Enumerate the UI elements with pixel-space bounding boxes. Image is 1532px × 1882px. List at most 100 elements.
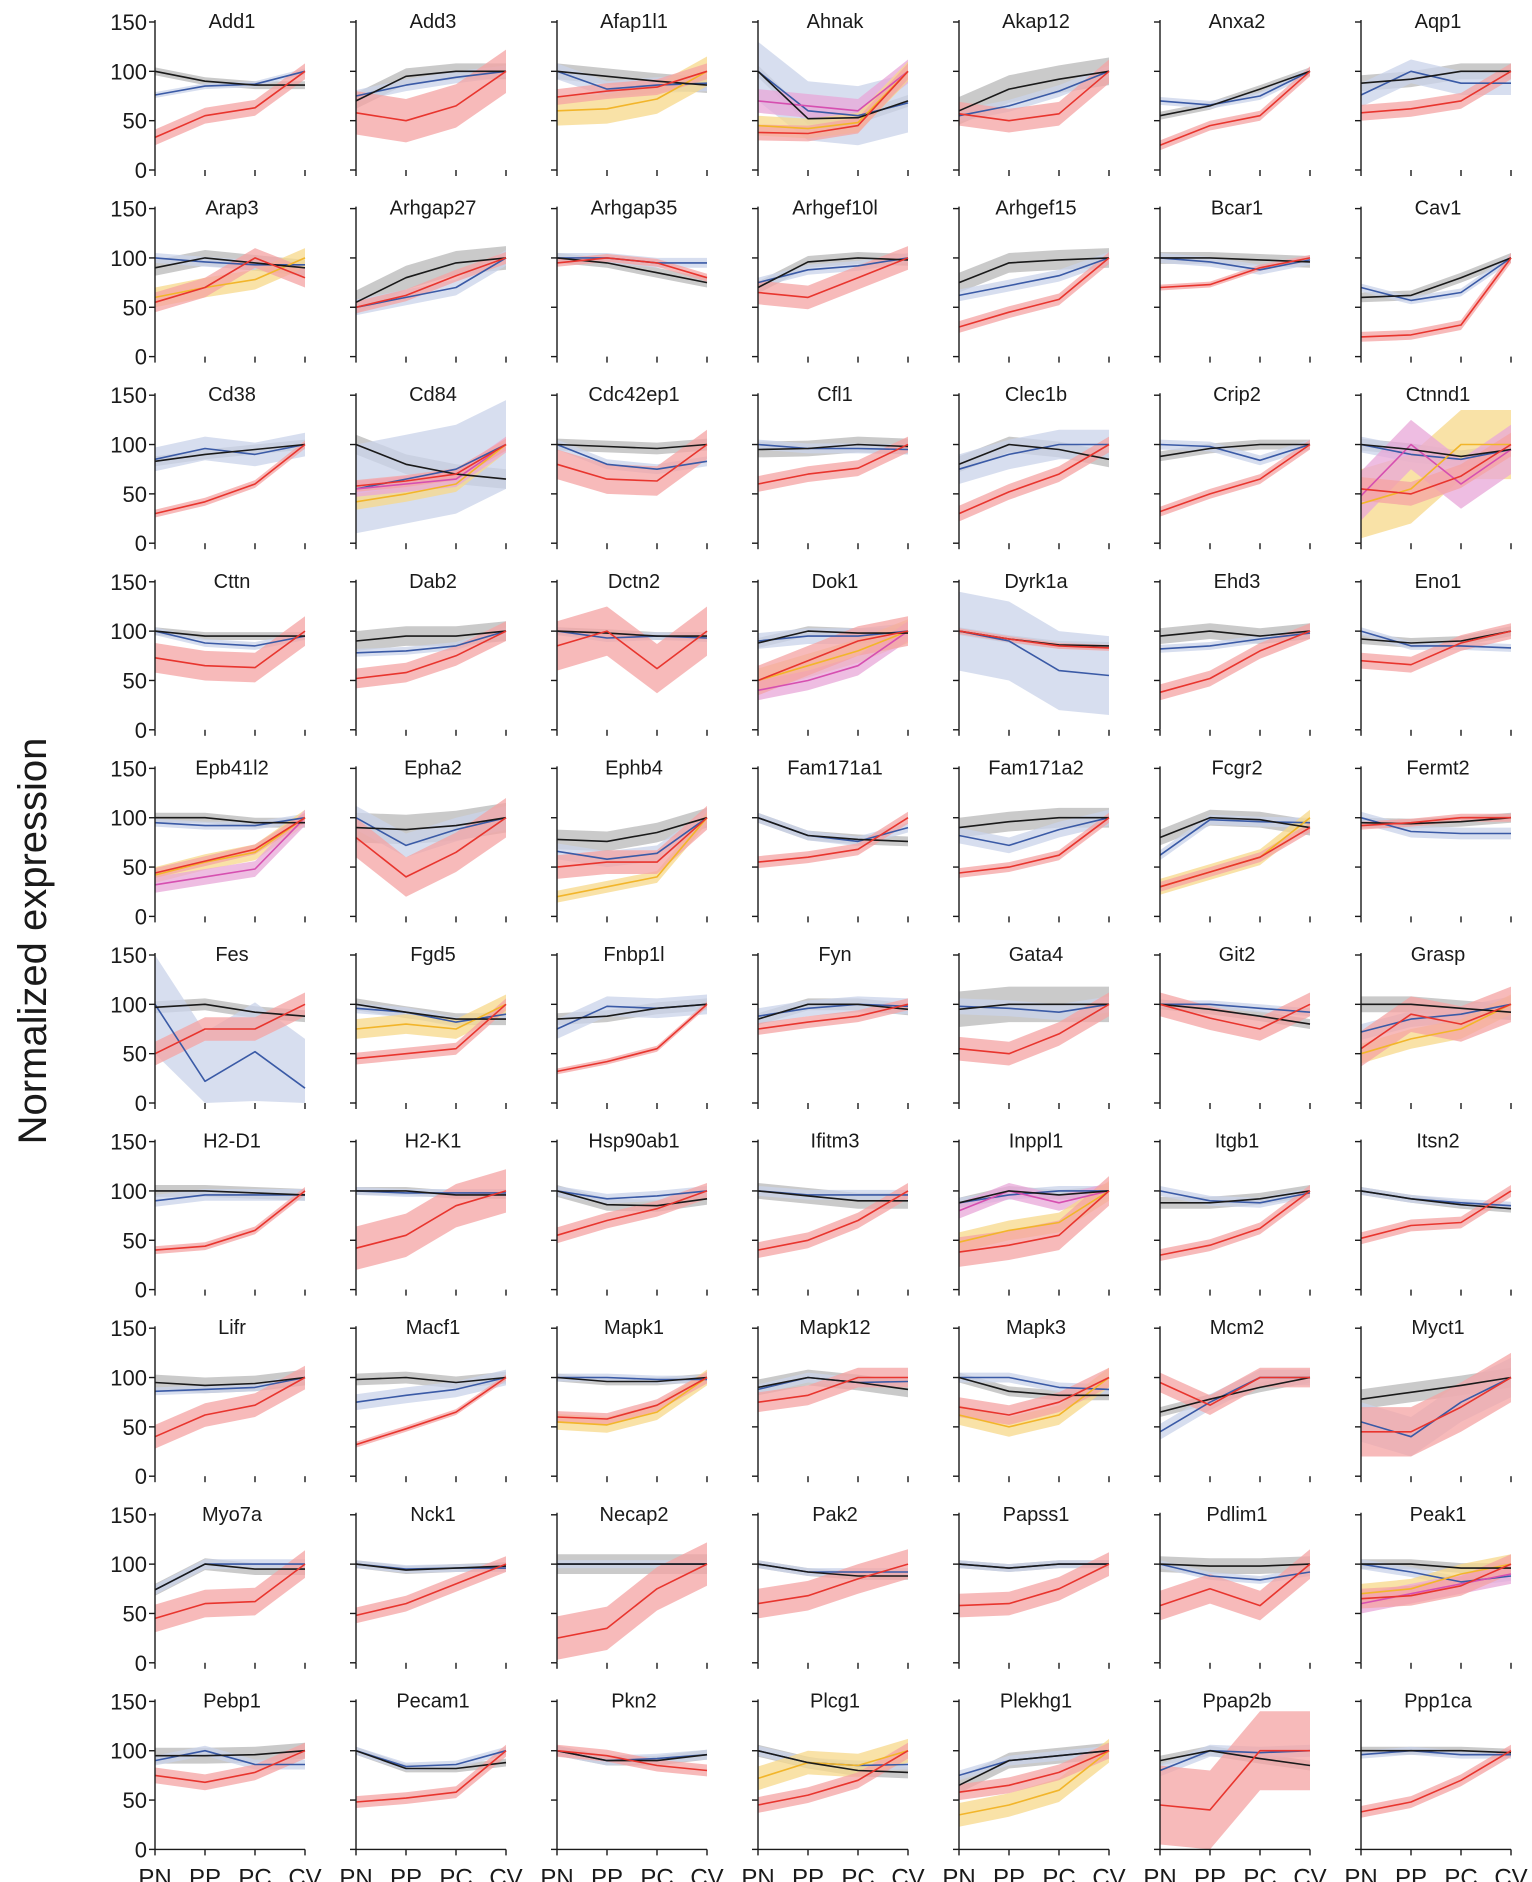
- series-line-red: [556, 817, 708, 868]
- y-tick-label: 150: [110, 756, 147, 781]
- series-line-black: [958, 1563, 1109, 1569]
- chart-panel: Nck1: [350, 1504, 507, 1669]
- series-band-blue: [557, 994, 707, 1039]
- series-line-red: [757, 817, 909, 863]
- panel-title: Dyrk1a: [1004, 571, 1068, 593]
- series-line-blue: [1159, 257, 1311, 271]
- series-line-blue: [958, 816, 1110, 847]
- series-line-red: [556, 1376, 708, 1420]
- series-line-black: [1361, 1003, 1512, 1013]
- x-tick-label: PP: [1395, 1864, 1427, 1882]
- series-band-red: [1361, 1744, 1511, 1818]
- series-band-red: [959, 992, 1109, 1066]
- chart-panel: Mcm2: [1154, 1317, 1311, 1483]
- chart-panel: Akap12: [953, 11, 1110, 176]
- chart-panel: Arhgap27: [350, 198, 507, 363]
- series-line-red: [154, 443, 306, 515]
- series-band-red: [1160, 623, 1310, 701]
- panel-title: Fyn: [818, 944, 851, 966]
- series-line-red: [757, 1563, 909, 1605]
- panel-title: Mapk1: [604, 1317, 664, 1339]
- series-line-yellow: [154, 817, 306, 876]
- series-band-red: [557, 1183, 707, 1244]
- panel-title: H2-K1: [405, 1131, 462, 1153]
- chart-panel: 0 50 100 150 Epb41l2: [110, 756, 306, 929]
- panel-title: Ctnnd1: [1406, 384, 1471, 406]
- x-tick-label: CV: [1494, 1864, 1527, 1882]
- panel-title: Mapk12: [799, 1317, 870, 1339]
- chart-panel: Arhgef15: [953, 198, 1110, 363]
- series-band-blue: [758, 996, 908, 1025]
- y-tick-label: 150: [110, 10, 147, 35]
- series-line-black: [556, 443, 708, 450]
- series-line-black: [757, 443, 909, 451]
- series-band-blue: [959, 429, 1109, 484]
- series-band-blue: [356, 1560, 506, 1573]
- x-tick-label: CV: [891, 1864, 924, 1882]
- series-band-red: [758, 1183, 908, 1258]
- chart-panel: Clec1b: [953, 384, 1110, 550]
- panel-title: Add3: [410, 11, 457, 33]
- series-line-black: [355, 1376, 507, 1384]
- panel-title: Pecam1: [396, 1690, 469, 1712]
- y-tick-label: 150: [110, 943, 147, 968]
- series-band-red: [959, 436, 1109, 522]
- chart-panel: Itgb1: [1154, 1131, 1311, 1296]
- chart-panel: Mapk3: [953, 1317, 1110, 1483]
- chart-panel: Fam171a1: [752, 757, 909, 923]
- series-line-black: [1360, 1376, 1512, 1400]
- x-tick-label: PN: [138, 1864, 171, 1882]
- x-tick-label: PP: [189, 1864, 221, 1882]
- series-band-magenta: [155, 809, 305, 893]
- series-line-black: [757, 70, 909, 120]
- x-tick-label: PN: [741, 1864, 774, 1882]
- chart-panel: Ephb4: [551, 757, 708, 923]
- series-line-black: [556, 1376, 708, 1383]
- y-tick-label: 0: [135, 1278, 147, 1303]
- chart-panel: Cav1: [1355, 198, 1512, 363]
- series-line-black: [154, 1003, 306, 1017]
- series-line-blue: [154, 630, 306, 647]
- series-line-red: [355, 1750, 507, 1803]
- chart-panel: Papss1: [953, 1504, 1110, 1669]
- series-line-blue: [1159, 1749, 1311, 1772]
- series-line-black: [1360, 70, 1511, 84]
- series-band-blue: [959, 591, 1109, 715]
- panel-title: Plcg1: [810, 1690, 860, 1712]
- series-line-blue: [355, 70, 507, 97]
- panel-title: Clec1b: [1005, 384, 1067, 406]
- series-line-red: [1360, 1750, 1512, 1813]
- series-line-blue: [154, 816, 306, 827]
- chart-panel: Epha2: [350, 757, 507, 923]
- series-line-blue: [1159, 1563, 1311, 1581]
- series-line-yellow: [757, 630, 909, 682]
- series-band-red: [557, 429, 707, 496]
- y-tick-label: 50: [123, 1042, 147, 1067]
- series-line-red: [556, 1563, 708, 1639]
- series-line-black: [757, 1376, 909, 1391]
- series-line-black: [958, 1003, 1109, 1011]
- series-line-black: [1159, 1749, 1311, 1767]
- series-line-black: [1360, 816, 1512, 825]
- series-line-blue: [154, 1003, 306, 1089]
- panel-title: Fgd5: [410, 944, 456, 966]
- x-tick-label: PN: [1143, 1864, 1176, 1882]
- series-line-red: [1159, 1190, 1311, 1256]
- series-line-blue: [1159, 818, 1311, 856]
- y-tick-label: 0: [135, 345, 147, 370]
- series-line-blue: [556, 443, 708, 471]
- series-line-blue: [1159, 70, 1311, 106]
- chart-panel: 0 50 100 150 Myo7a: [110, 1503, 306, 1676]
- series-line-yellow: [1360, 1003, 1512, 1055]
- panel-title: Dok1: [812, 571, 859, 593]
- chart-panel: Grasp: [1355, 944, 1512, 1109]
- series-band-red: [758, 436, 908, 492]
- x-tick-label: PN: [339, 1864, 372, 1882]
- panel-title: Aqp1: [1415, 11, 1462, 33]
- panel-title: Arhgef15: [995, 198, 1076, 220]
- chart-panel: PN PP PC CV 0 50 100 150 Pebp1: [110, 1689, 321, 1882]
- chart-panel: PN PP PC CV Plcg1: [741, 1690, 924, 1882]
- panel-title: Cd84: [409, 384, 457, 406]
- panel-title: Pkn2: [611, 1690, 657, 1712]
- y-tick-label: 0: [135, 1837, 147, 1862]
